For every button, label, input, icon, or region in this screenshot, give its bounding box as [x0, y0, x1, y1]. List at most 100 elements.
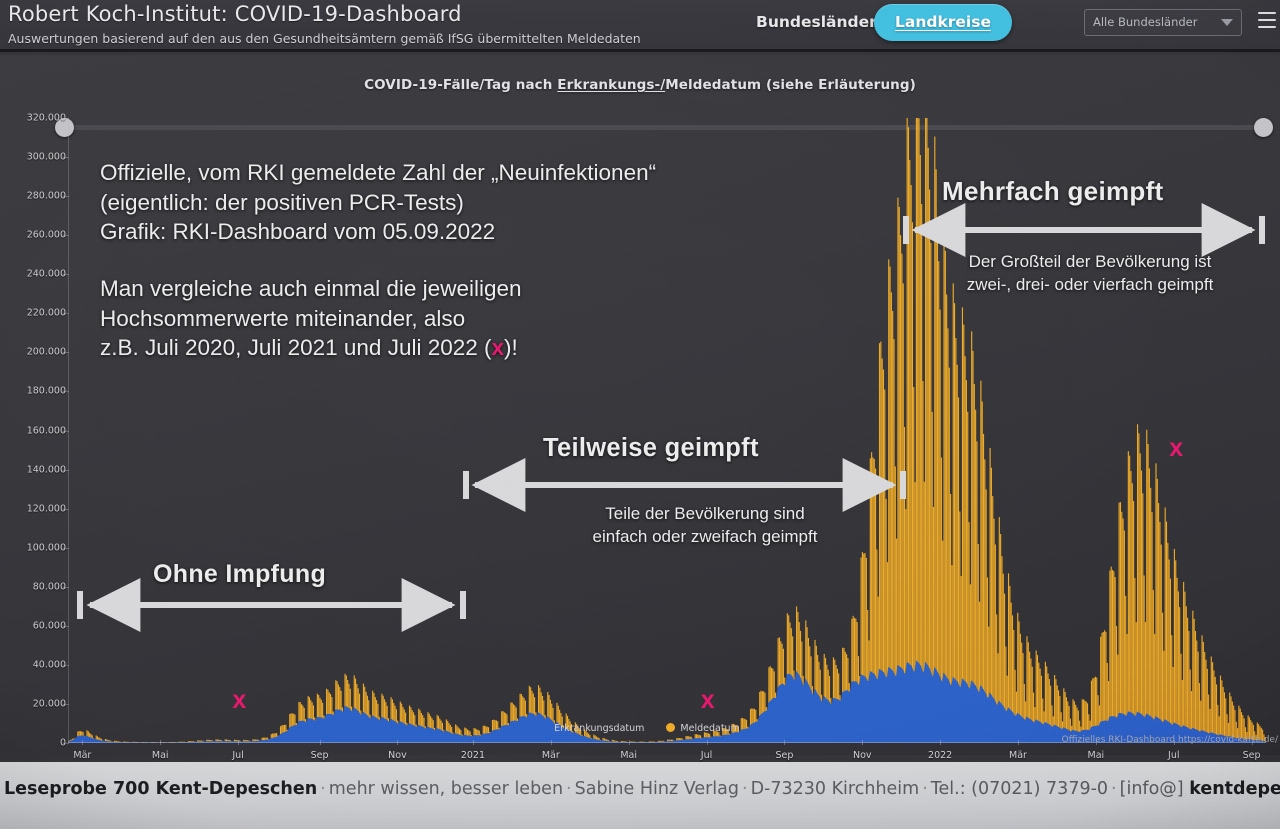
- x-axis-tick-label: Sep: [775, 750, 794, 761]
- y-axis-tick-label: 240.000: [26, 268, 66, 280]
- chevron-down-icon: [1221, 19, 1233, 26]
- footer-separator: ·: [1111, 779, 1117, 799]
- y-axis-tick-label: 120.000: [26, 503, 66, 515]
- hamburger-bar: [1258, 12, 1276, 14]
- x-axis-tick-mark: [1173, 740, 1175, 745]
- y-axis-tick-label: 200.000: [26, 346, 66, 358]
- x-axis-tick-label: 2021: [460, 750, 486, 761]
- x-axis-tick-label: Mai: [620, 750, 637, 761]
- phase-sublabel-line: einfach oder zweifach geimpft: [592, 527, 818, 546]
- y-axis-tick-mark: [63, 625, 69, 627]
- x-axis-tick-mark: [319, 740, 321, 745]
- footer-separator: ·: [922, 779, 928, 799]
- y-axis-tick-label: 80.000: [32, 581, 66, 593]
- y-axis-tick-mark: [63, 235, 69, 237]
- x-axis-tick-label: Nov: [388, 750, 407, 761]
- chart-title: COVID-19-Fälle/Tag nach Erkrankungs-/Mel…: [0, 77, 1280, 93]
- footer-light-3: D-73230 Kirchheim: [750, 779, 920, 799]
- y-axis-tick-mark: [63, 508, 69, 510]
- date-range-slider[interactable]: [55, 118, 1273, 137]
- y-axis-tick-mark: [63, 664, 69, 666]
- phase-sublabel-line: zwei-, drei- oder vierfach geimpft: [966, 275, 1214, 294]
- annotation-note-2: Man vergleiche auch einmal die jeweilige…: [100, 274, 522, 363]
- y-axis-tick-mark: [63, 118, 69, 119]
- x-axis-tick-label: Mai: [151, 750, 169, 761]
- y-axis-tick-mark: [63, 547, 69, 549]
- y-axis-tick-label: 0: [59, 737, 66, 749]
- slider-handle-right[interactable]: [1254, 118, 1273, 137]
- x-axis-tick-mark: [160, 740, 162, 745]
- phase-label-mehrfach-geimpft: Mehrfach geimpft: [942, 176, 1164, 206]
- legend-item[interactable]: Erkrankungsdatum: [540, 723, 644, 734]
- footer-separator: ·: [320, 779, 326, 799]
- y-axis-tick-label: 300.000: [26, 151, 66, 163]
- y-axis-tick-label: 220.000: [26, 307, 66, 319]
- y-axis-tick-label: 320.000: [26, 112, 66, 124]
- annotation-note-1-line: Offizielle, vom RKI gemeldete Zahl der „…: [100, 160, 657, 185]
- slider-handle-left[interactable]: [55, 118, 74, 137]
- tab-bundeslaender[interactable]: Bundesländer: [756, 13, 877, 31]
- footer-bold-2: kentdepesche.de: [1189, 779, 1280, 799]
- x-axis-tick-label: Jul: [232, 750, 244, 761]
- y-axis-tick-mark: [63, 274, 69, 276]
- x-axis-tick-label: Jul: [1168, 750, 1180, 761]
- tab-landkreise[interactable]: Landkreise: [874, 4, 1012, 41]
- x-axis-tick-label: Mai: [1087, 750, 1105, 761]
- bundesland-select[interactable]: Alle Bundesländer: [1084, 9, 1242, 36]
- pink-x-marker-inline: x: [491, 335, 505, 360]
- bundesland-select-value: Alle Bundesländer: [1093, 15, 1198, 29]
- x-axis-tick-mark: [784, 740, 786, 745]
- print-footer: Leseprobe 700 Kent-Depeschen · mehr wissen…: [0, 762, 1280, 829]
- y-axis-line: [68, 118, 69, 743]
- legend-item[interactable]: Meldedatum: [666, 723, 740, 734]
- x-axis-tick-mark: [706, 740, 708, 745]
- hamburger-menu-icon[interactable]: [1258, 12, 1276, 28]
- y-axis-tick-mark: [63, 313, 69, 315]
- legend-label: Meldedatum: [680, 723, 740, 734]
- x-axis-tick-mark: [397, 740, 399, 745]
- annotation-note-1-line: (eigentlich: der positiven PCR-Tests): [100, 189, 464, 215]
- series-erkrankungsdatum: [68, 660, 1266, 743]
- annotation-note-2-line: Man vergleiche auch einmal die jeweilige…: [100, 276, 522, 301]
- footer-bold-1: Leseprobe 700 Kent-Depeschen: [4, 779, 318, 799]
- x-axis-tick-label: 2022: [928, 750, 953, 761]
- y-axis-tick-label: 280.000: [26, 190, 66, 202]
- y-axis-tick-mark: [63, 430, 69, 432]
- phase-label-ohne-impfung: Ohne Impfung: [153, 560, 327, 588]
- footer-light-1: mehr wissen, besser leben: [328, 779, 564, 799]
- x-axis-tick-mark: [940, 740, 942, 745]
- footer-light-4: Tel.: (07021) 7379-0: [930, 779, 1109, 799]
- y-axis-tick-label: 180.000: [26, 385, 66, 397]
- x-axis-tick-label: Jul: [700, 750, 713, 761]
- x-axis-tick-mark: [1018, 740, 1019, 745]
- note2-post: )!: [504, 335, 518, 360]
- legend-color-swatch: [666, 723, 676, 732]
- y-axis-tick-label: 40.000: [32, 659, 66, 671]
- phase-sublabel-mehrfach-geimpft: Der Großteil der Bevölkerung ist zwei-, …: [920, 250, 1260, 296]
- footer-separator: ·: [741, 779, 748, 799]
- chart-series-svg: x x x: [68, 118, 1266, 743]
- x-axis-tick-mark: [1251, 740, 1253, 745]
- annotation-note-2-line: Hochsommerwerte miteinander, also: [100, 305, 466, 331]
- legend-color-swatch: [540, 723, 550, 732]
- y-axis-tick-label: 160.000: [26, 425, 66, 436]
- y-axis-tick-label: 20.000: [32, 698, 66, 710]
- footer-light-2: Sabine Hinz Verlag: [574, 779, 739, 799]
- dashboard-header: Robert Koch-Institut: COVID-19-Dashboard…: [0, 0, 1280, 52]
- chart-title-part2: Meldedatum (siehe Erläuterung): [665, 77, 916, 93]
- plot-area: 0 20.000 40.000 60.000 80.000 100.000 120.000 1…: [27, 113, 1266, 761]
- y-axis-tick-mark: [63, 352, 69, 354]
- y-axis-tick-mark: [63, 469, 69, 471]
- phase-label-teilweise-geimpft: Teilweise geimpft: [543, 434, 759, 462]
- footer-separator: ·: [566, 779, 572, 799]
- legend-label: Erkrankungsdatum: [554, 723, 645, 734]
- y-axis-tick-label: 100.000: [26, 542, 66, 554]
- x-axis-tick-mark: [862, 740, 864, 745]
- y-axis-tick-label: 60.000: [32, 620, 66, 632]
- x-axis-tick-mark: [550, 740, 552, 745]
- chart-title-part1: COVID-19-Fälle/Tag nach: [364, 77, 558, 93]
- footer-light-5: [info@]: [1119, 779, 1184, 799]
- x-axis-tick-mark: [82, 740, 84, 745]
- tab-landkreise-label: Landkreise: [895, 13, 991, 31]
